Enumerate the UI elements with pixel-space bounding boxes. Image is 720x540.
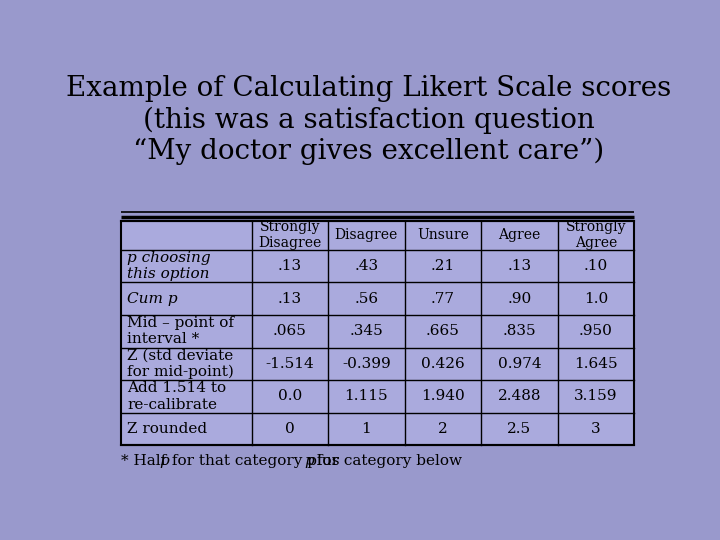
Text: -1.514: -1.514 [266,357,314,371]
Text: .950: .950 [579,325,613,338]
Text: 3: 3 [591,422,600,436]
Text: Z rounded: Z rounded [127,422,207,436]
Text: 2: 2 [438,422,448,436]
Text: 2.488: 2.488 [498,389,541,403]
Text: 0.426: 0.426 [421,357,464,371]
Text: Disagree: Disagree [335,228,398,242]
Text: 1: 1 [361,422,372,436]
Text: -0.399: -0.399 [342,357,391,371]
Bar [121,221,634,446]
Text: 3.159: 3.159 [574,389,618,403]
Text: 0: 0 [285,422,294,436]
Text: .065: .065 [273,325,307,338]
Text: Strongly
Agree: Strongly Agree [565,220,626,251]
Text: .43: .43 [354,259,379,273]
Text: .13: .13 [278,292,302,306]
Text: 1.115: 1.115 [345,389,388,403]
Text: p: p [305,454,315,468]
Text: Example of Calculating Likert Scale scores
(this was a satisfaction question
“My: Example of Calculating Likert Scale scor… [66,75,672,165]
Text: 1.0: 1.0 [584,292,608,306]
Text: Mid – point of
interval *: Mid – point of interval * [127,316,235,346]
Text: .90: .90 [507,292,531,306]
Text: 1.645: 1.645 [574,357,618,371]
Text: p choosing
this option: p choosing this option [127,251,211,281]
Text: Add 1.514 to
re-calibrate: Add 1.514 to re-calibrate [127,381,227,411]
Text: .10: .10 [584,259,608,273]
Text: 0.0: 0.0 [278,389,302,403]
Text: 0.974: 0.974 [498,357,541,371]
Text: .13: .13 [278,259,302,273]
Bar [121,413,634,446]
Text: for that category plus: for that category plus [167,454,344,468]
Text: p: p [160,454,169,468]
Text: .835: .835 [503,325,536,338]
Text: Cum p: Cum p [127,292,178,306]
Text: Agree: Agree [498,228,541,242]
Text: .77: .77 [431,292,455,306]
Text: .21: .21 [431,259,455,273]
Bar [121,282,634,315]
Text: .345: .345 [349,325,383,338]
Text: 2.5: 2.5 [508,422,531,436]
Text: for category below: for category below [312,454,462,468]
Text: * Half: * Half [121,454,171,468]
Bar [121,250,634,282]
Text: Strongly
Disagree: Strongly Disagree [258,220,321,251]
Text: .13: .13 [508,259,531,273]
Bar [121,380,634,413]
Text: .56: .56 [354,292,379,306]
Text: .665: .665 [426,325,460,338]
Text: Unsure: Unsure [417,228,469,242]
Bar [121,348,634,380]
Text: 1.940: 1.940 [421,389,464,403]
Text: Z (std deviate
for mid-point): Z (std deviate for mid-point) [127,348,234,379]
Bar [121,315,634,348]
